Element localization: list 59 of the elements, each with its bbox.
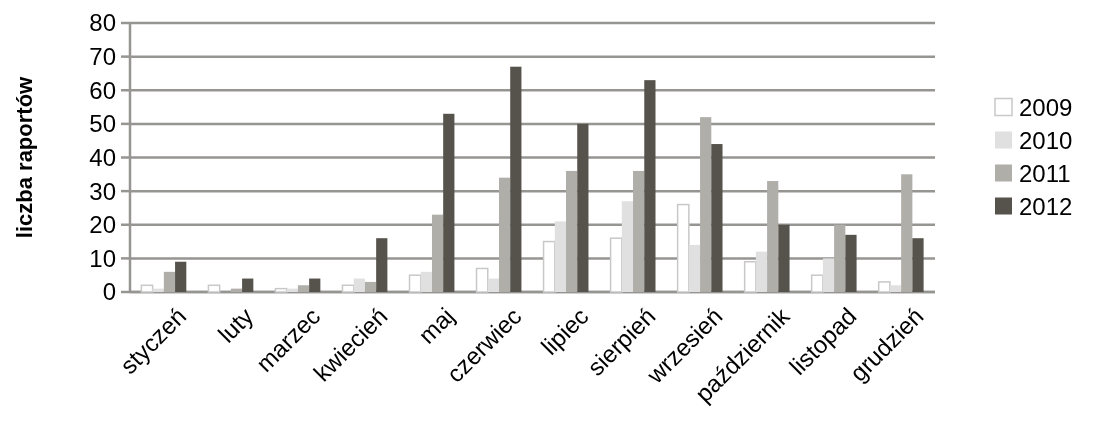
bar: [376, 238, 388, 292]
bar: [566, 170, 578, 292]
bar: [297, 285, 310, 292]
bar: [755, 251, 768, 292]
y-tick-label: 0: [102, 278, 116, 306]
bar: [274, 287, 288, 293]
bar: [700, 117, 712, 292]
y-tick-label: 70: [89, 43, 116, 71]
bar: [431, 214, 444, 292]
x-tick-label: luty: [212, 302, 259, 348]
bar: [577, 123, 589, 292]
bar: [633, 170, 645, 292]
bar: [364, 281, 377, 292]
y-tick-label: 80: [89, 9, 116, 37]
bar: [443, 113, 455, 292]
bar: [822, 258, 835, 292]
y-tick-label: 10: [89, 244, 116, 272]
bar: [140, 284, 154, 293]
bar: [778, 224, 790, 292]
bar: [420, 271, 432, 292]
bar: [242, 278, 254, 292]
bar: [207, 284, 221, 293]
bar: [711, 144, 723, 292]
bar: [175, 261, 187, 292]
legend-label: 2012: [1019, 192, 1073, 220]
y-tick-label: 50: [89, 110, 116, 138]
bar: [621, 201, 634, 292]
bar: [912, 238, 924, 292]
bar: [353, 278, 365, 292]
bar: [498, 177, 511, 292]
bar: [743, 260, 757, 293]
bar: [877, 281, 891, 293]
bar: [889, 285, 902, 292]
y-axis-title: liczba raportów: [12, 75, 37, 239]
bar: [408, 274, 422, 293]
y-tick-label: 40: [89, 143, 116, 171]
bar: [767, 181, 779, 292]
y-tick-label: 60: [89, 76, 116, 104]
legend-label: 2009: [1019, 93, 1073, 121]
bar: [542, 240, 556, 293]
bar: [163, 271, 176, 292]
bar: [810, 274, 824, 293]
bar: [688, 244, 701, 292]
bar: [834, 224, 846, 292]
bar: [341, 284, 355, 293]
bar: [676, 203, 690, 293]
bar: [644, 80, 656, 292]
bar: [487, 278, 499, 292]
bar: [845, 234, 857, 292]
bar: [475, 267, 489, 293]
bar: [554, 221, 567, 292]
y-tick-label: 20: [89, 211, 116, 239]
bar: [609, 237, 623, 293]
bar: [901, 174, 913, 292]
bar: [309, 278, 321, 292]
bar: [510, 66, 522, 292]
legend-label: 2011: [1019, 159, 1071, 187]
legend-label: 2010: [1019, 126, 1073, 154]
y-tick-label: 30: [89, 177, 116, 205]
